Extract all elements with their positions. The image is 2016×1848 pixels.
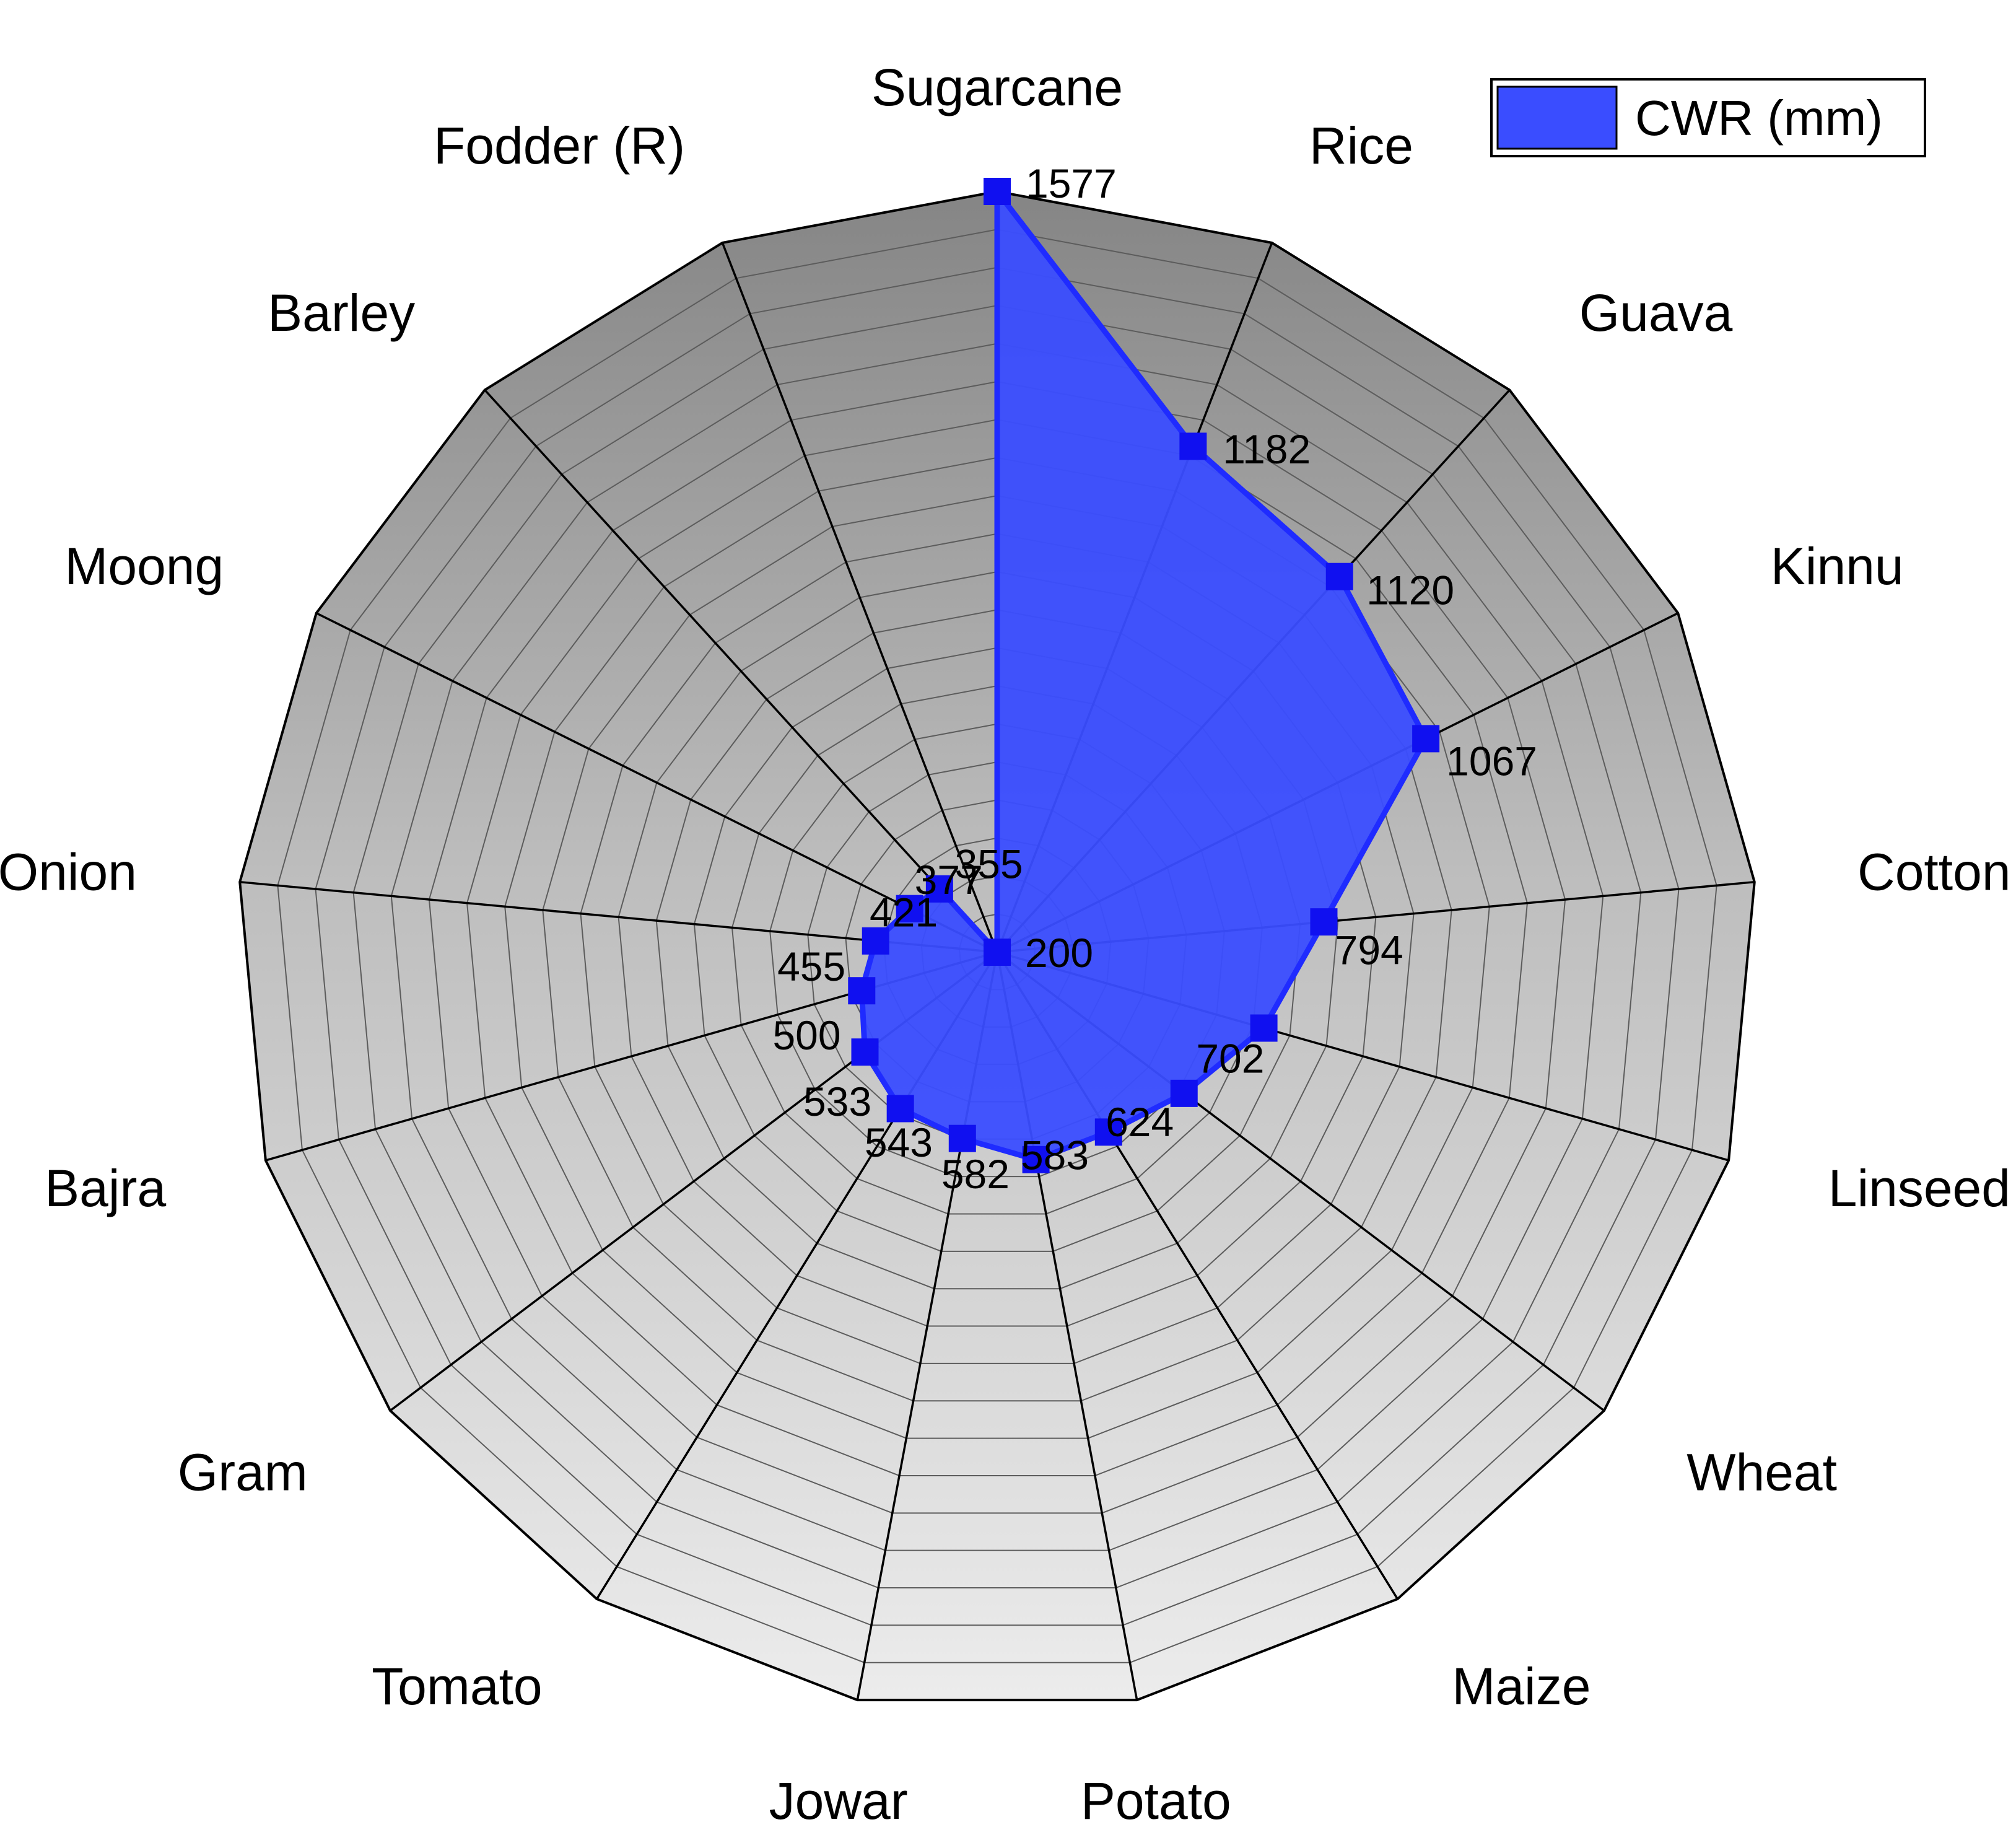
axis-label: Jowar — [769, 1772, 908, 1830]
data-label: 1182 — [1223, 426, 1311, 472]
axis-label: Moong — [64, 537, 224, 595]
legend-label: CWR (mm) — [1635, 90, 1883, 146]
data-label: 377 — [915, 857, 983, 903]
data-point-marker — [896, 895, 923, 922]
data-label: 355 — [954, 841, 1023, 887]
spoke-moong — [315, 612, 998, 953]
data-point-marker — [1250, 1014, 1278, 1042]
legend: CWR (mm) — [1490, 78, 1926, 157]
data-point-marker — [948, 1124, 976, 1152]
axis-label: Barley — [268, 284, 415, 342]
data-label: 624 — [1106, 1099, 1174, 1145]
data-point-marker — [984, 939, 1011, 966]
data-label: 500 — [772, 1012, 840, 1058]
data-label: 455 — [777, 944, 845, 989]
data-label: 421 — [870, 890, 938, 935]
data-point-marker — [984, 178, 1011, 205]
axis-label: Tomato — [372, 1657, 542, 1715]
axis-label: Sugarcane — [871, 58, 1123, 116]
data-point-marker — [1094, 1118, 1122, 1146]
axis-label: Cotton — [1857, 843, 2011, 901]
data-point-marker — [1310, 908, 1338, 936]
grid-ring — [466, 419, 1528, 1476]
data-label: 582 — [941, 1151, 1010, 1197]
spoke-barley — [484, 389, 998, 953]
axis-label: Wheat — [1687, 1443, 1837, 1502]
axis-label: Bajra — [45, 1159, 166, 1217]
axis-label: Gram — [178, 1443, 308, 1502]
axis-label: Potato — [1081, 1772, 1231, 1830]
data-label: 1067 — [1446, 738, 1537, 784]
grid-ring — [428, 380, 1566, 1514]
data-label: 1120 — [1366, 567, 1454, 613]
axis-label: Linseed — [1828, 1159, 2010, 1217]
data-point-marker — [886, 1095, 914, 1123]
data-point-marker — [925, 875, 953, 903]
axis-label: Guava — [1579, 284, 1733, 342]
data-point-marker — [848, 977, 876, 1005]
grid-ring — [390, 343, 1604, 1551]
axis-label: Kinnu — [1771, 537, 1904, 595]
data-label: 583 — [1021, 1132, 1089, 1178]
data-label: 543 — [865, 1119, 933, 1165]
axis-label: Rice — [1309, 116, 1413, 175]
axis-label: Maize — [1452, 1657, 1591, 1715]
grid-ring — [352, 305, 1642, 1589]
data-point-marker — [1170, 1079, 1198, 1107]
data-label: 794 — [1335, 927, 1403, 973]
spoke-fodder-r — [721, 242, 998, 953]
data-point-marker — [851, 1038, 879, 1066]
data-label: 702 — [1196, 1036, 1264, 1082]
data-point-marker — [1412, 725, 1440, 753]
data-label: 200 — [1025, 930, 1093, 976]
axis-label: Onion — [0, 843, 137, 901]
data-point-marker — [862, 927, 889, 955]
legend-swatch — [1496, 85, 1618, 150]
grid-ring — [504, 457, 1490, 1439]
radar-series — [848, 178, 1440, 1173]
data-label: 533 — [803, 1079, 871, 1124]
data-point-marker — [1325, 563, 1353, 590]
data-point-marker — [1179, 432, 1207, 460]
data-label: 1577 — [1026, 160, 1117, 206]
grid-ring — [277, 229, 1717, 1663]
axis-labels: Sugarcane Rice Guava Kinnu Cotton Linseed Whea… — [0, 58, 2011, 1830]
data-point-marker — [1022, 1145, 1050, 1173]
axis-label: Fodder (R) — [434, 116, 685, 175]
grid-ring — [315, 266, 1680, 1626]
